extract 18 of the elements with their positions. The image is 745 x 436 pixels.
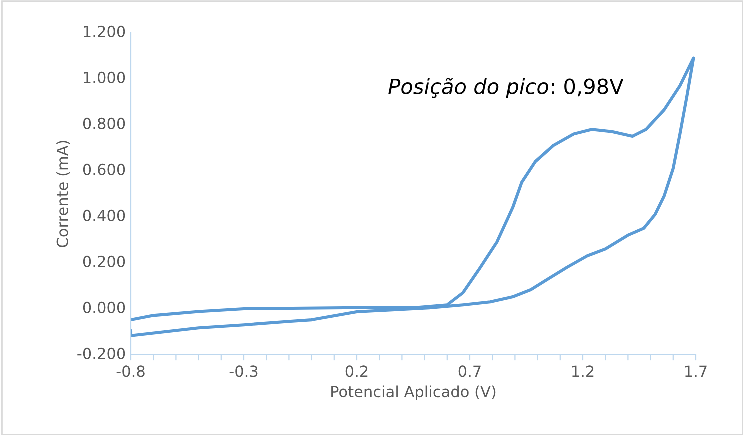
x-tick-label: 0.2 [346, 366, 368, 378]
y-tick-label: 0.600 [83, 164, 126, 176]
y-tick-label: 0.200 [83, 256, 126, 268]
x-tick-label: -0.3 [230, 366, 258, 378]
y-tick-label: 0.000 [83, 302, 126, 314]
x-tick-label: -0.8 [116, 366, 145, 378]
x-tick-label: 0.7 [458, 366, 481, 378]
x-axis-title: Potencial Aplicado (V) [332, 386, 496, 401]
x-tick-label: 1.2 [572, 366, 594, 378]
x-tick-label: 1.7 [686, 366, 707, 378]
y-tick-label: 1.000 [84, 72, 126, 84]
annotation: Posição do pico: 0,98V [388, 78, 624, 99]
y-tick-label: 1.200 [84, 26, 126, 38]
y-tick-label: 0.800 [83, 118, 126, 130]
y-tick-label: 0.400 [83, 210, 126, 222]
line-series [131, 56, 696, 338]
y-axis-title: Corrente (mA) [56, 141, 70, 248]
y-tick-label: -0.200 [78, 348, 126, 360]
